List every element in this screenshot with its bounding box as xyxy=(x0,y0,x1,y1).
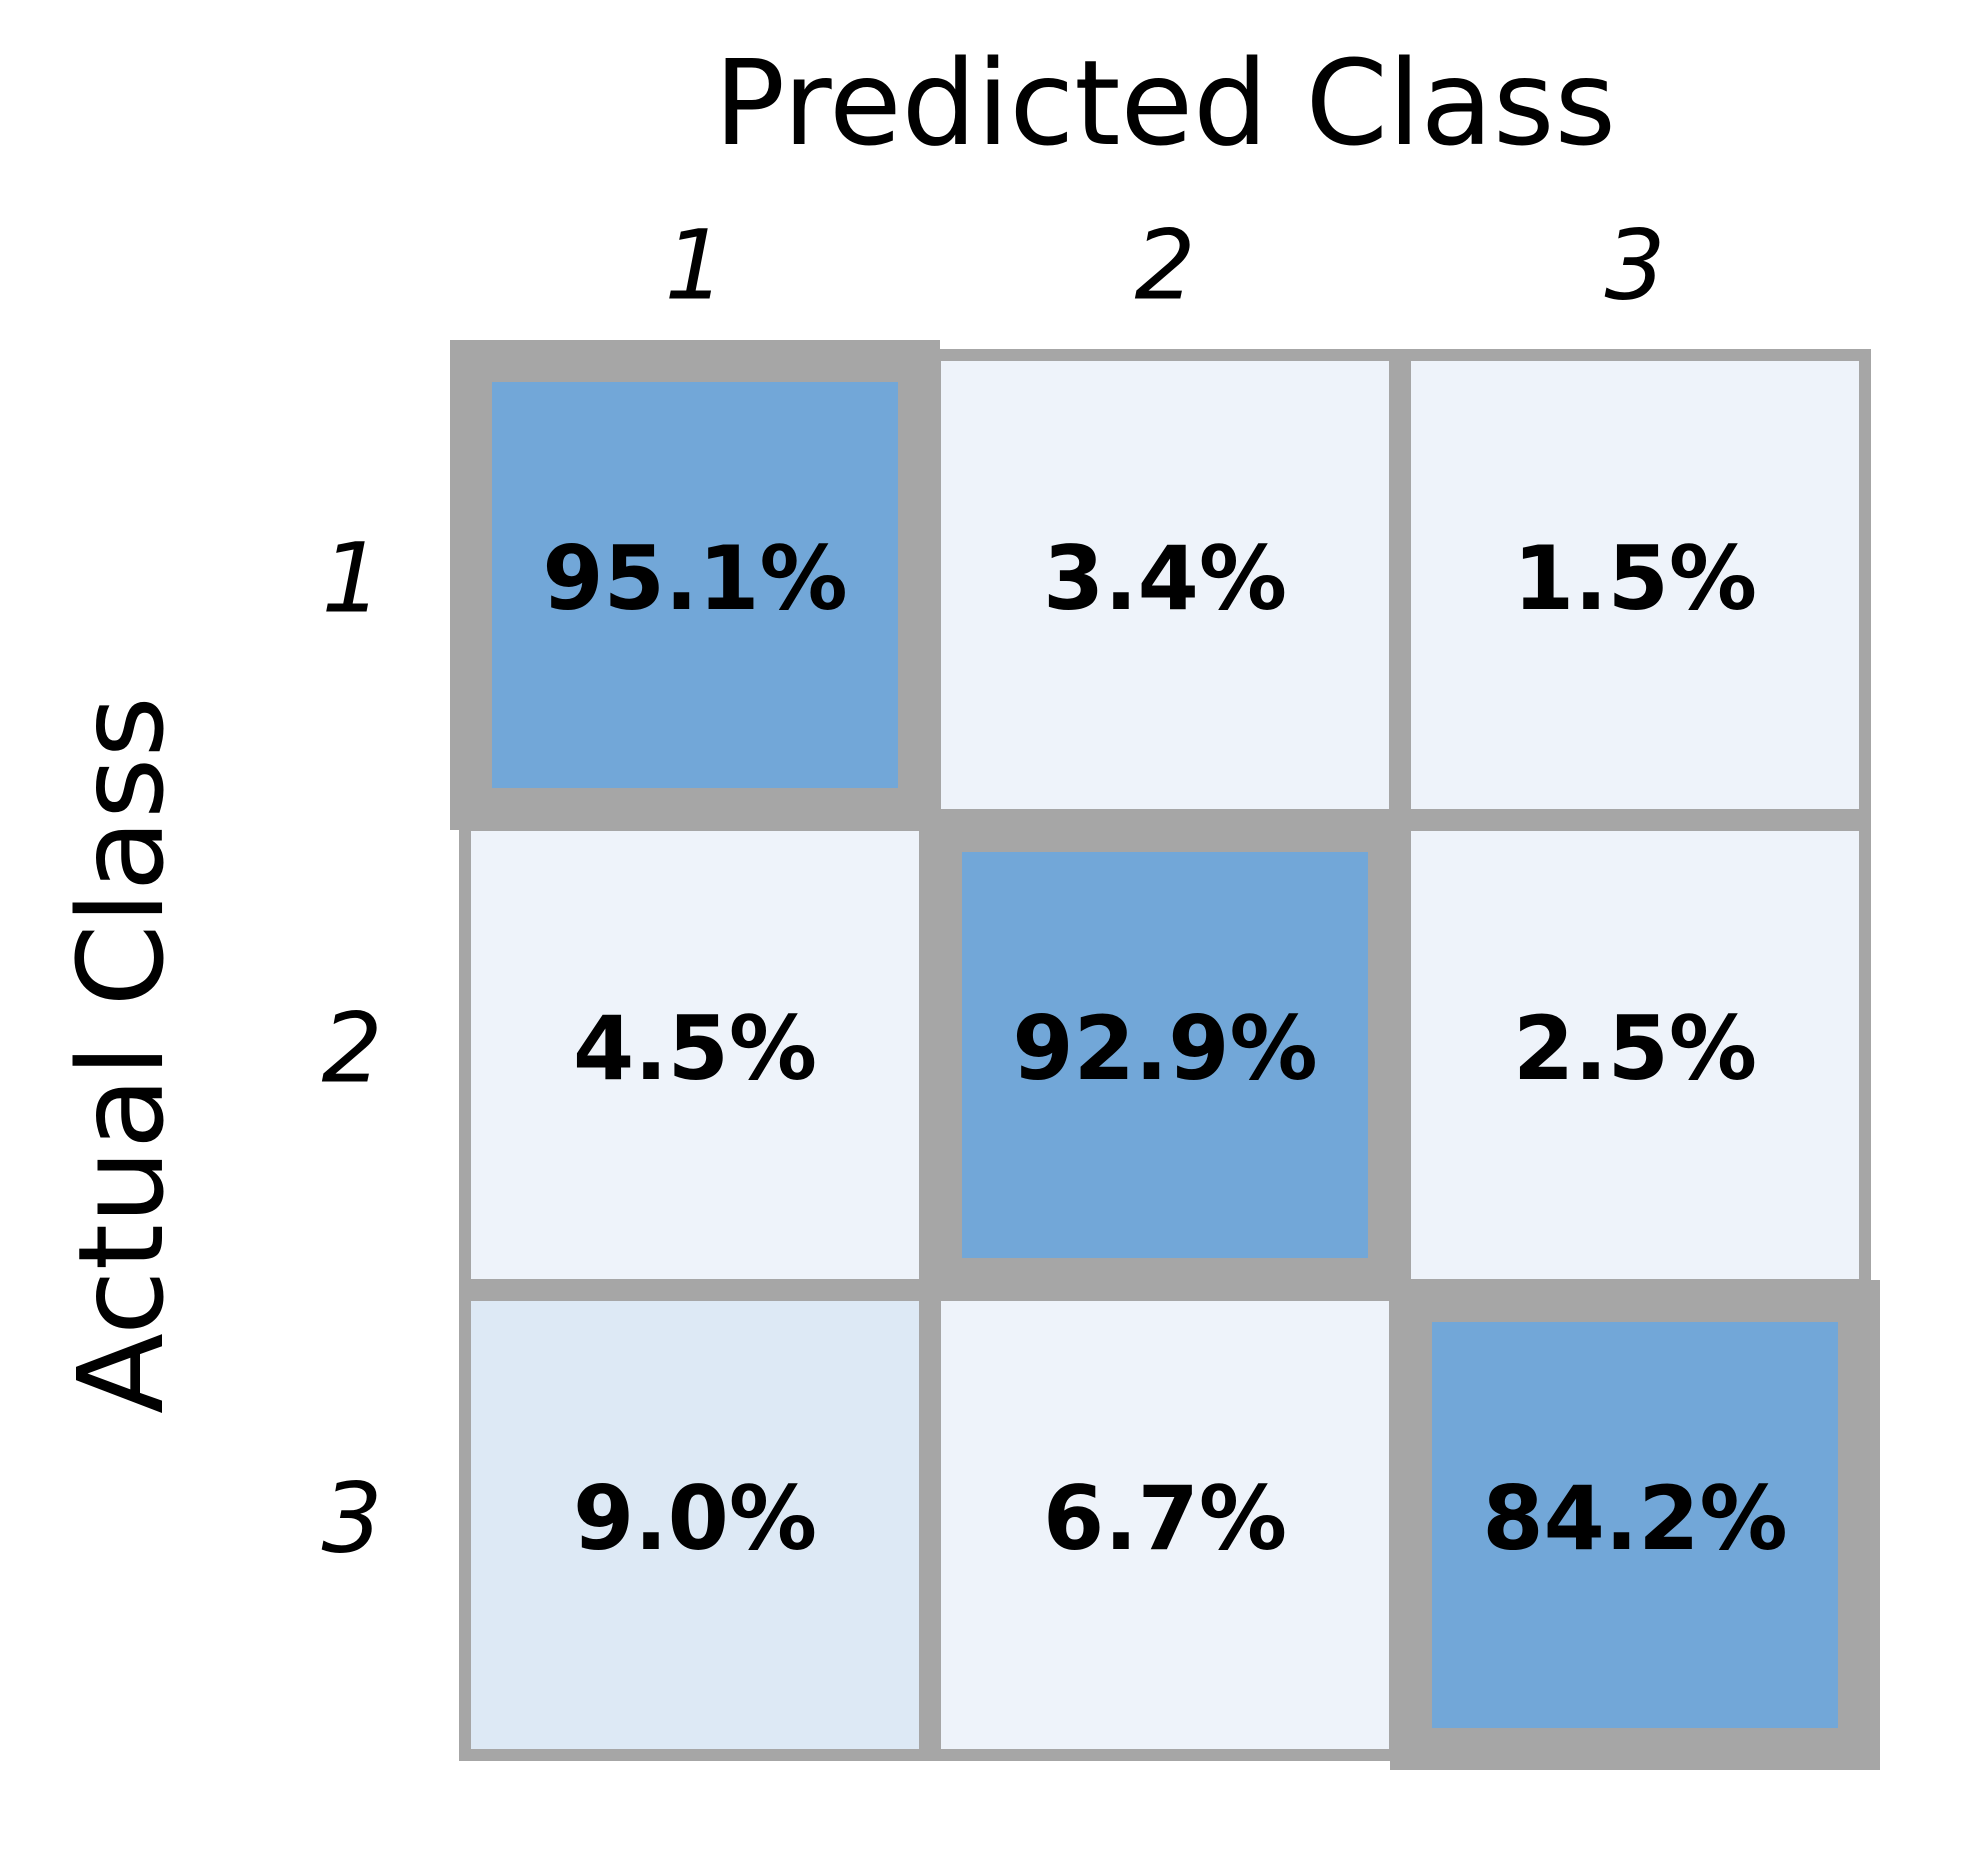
x-tick-label: 1 xyxy=(664,209,725,321)
cell xyxy=(929,1289,1401,1761)
cell xyxy=(459,1289,931,1761)
y-tick-label: 2 xyxy=(321,992,382,1104)
y-tick-label: 3 xyxy=(321,1462,382,1574)
cell-label: 9.0% xyxy=(573,1467,817,1570)
y-tick-label: 1 xyxy=(321,522,382,634)
cell-label: 84.2% xyxy=(1482,1467,1787,1570)
cell xyxy=(1399,819,1871,1291)
cell-label: 92.9% xyxy=(1012,997,1317,1100)
cell-label: 3.4% xyxy=(1043,527,1287,630)
cell-label: 95.1% xyxy=(542,527,847,630)
cell xyxy=(1399,349,1871,821)
cell xyxy=(492,382,898,788)
cell-label: 6.7% xyxy=(1043,1467,1287,1570)
cell xyxy=(1432,1322,1838,1728)
x-tick-label: 3 xyxy=(1604,209,1665,321)
cell-label: 4.5% xyxy=(573,997,817,1100)
x-tick-label: 2 xyxy=(1134,209,1195,321)
x-axis-title: Predicted Class xyxy=(714,34,1616,172)
cell-label: 1.5% xyxy=(1513,527,1757,630)
y-axis-title: Actual Class xyxy=(52,696,190,1414)
cell-label: 2.5% xyxy=(1513,997,1757,1100)
cell xyxy=(962,852,1368,1258)
